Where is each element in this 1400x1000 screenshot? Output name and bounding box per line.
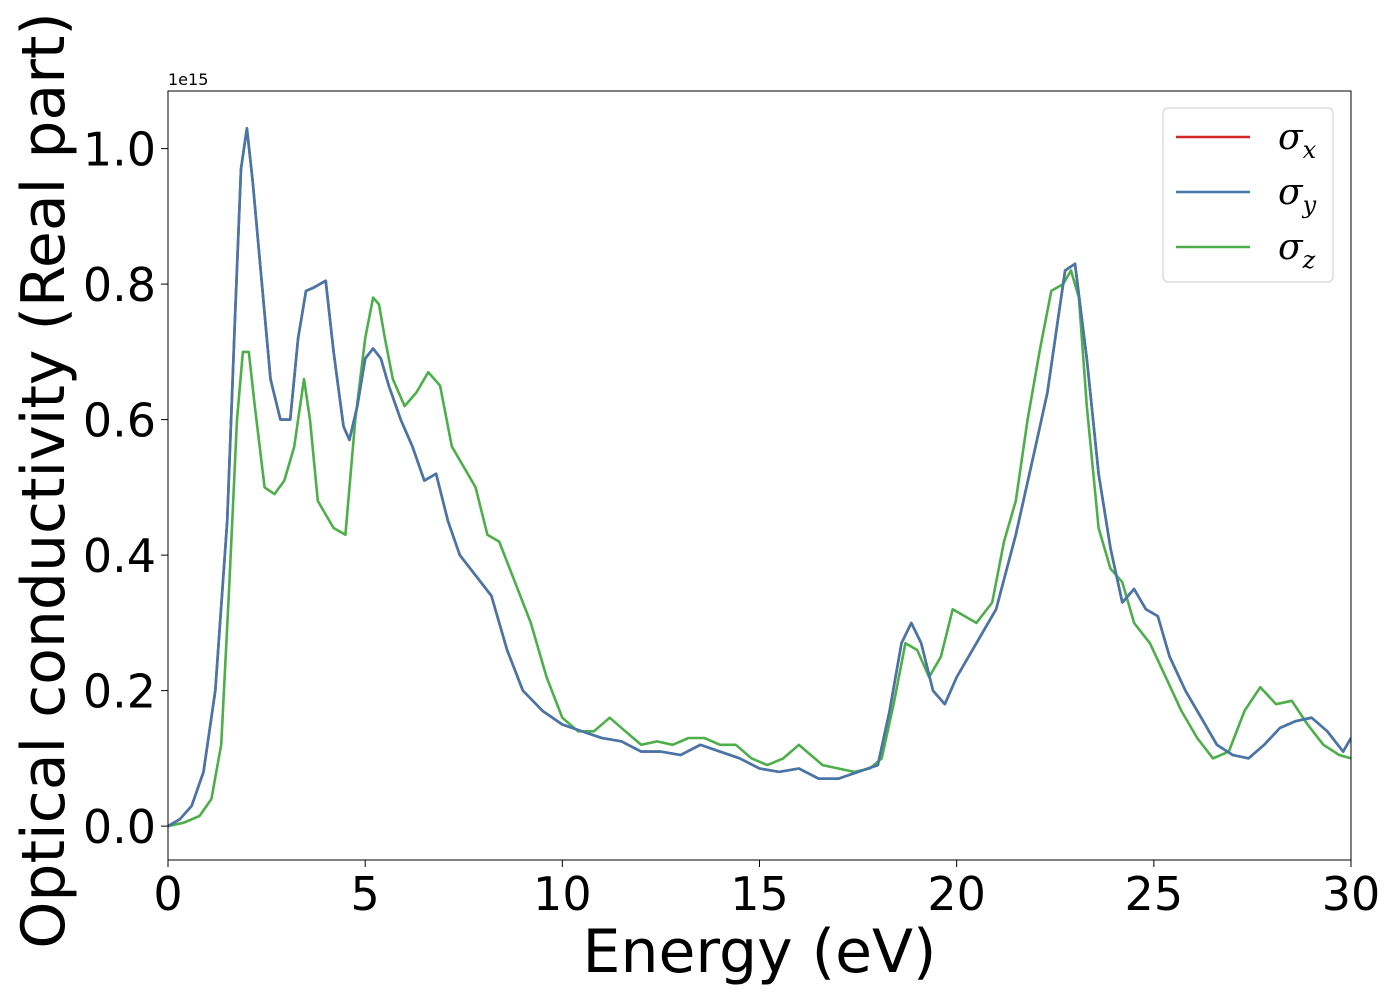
x-axis-title: Energy (eV) xyxy=(583,917,937,987)
legend-label-x: σx xyxy=(1278,117,1317,164)
y-tick-label: 0.8 xyxy=(83,258,156,312)
x-tick-label: 15 xyxy=(730,867,789,921)
x-tick-label: 5 xyxy=(351,867,380,921)
legend-box xyxy=(1162,107,1334,283)
legend-label-z: σz xyxy=(1278,227,1316,274)
legend-label-y: σy xyxy=(1278,172,1317,219)
y-tick-label: 0.0 xyxy=(83,800,156,854)
legend: σx σy σz xyxy=(1162,107,1334,283)
series-layer xyxy=(168,127,1351,828)
y-offset-label: 1e15 xyxy=(168,70,208,89)
y-tick-label: 0.6 xyxy=(83,394,156,448)
y-tick-label: 1.0 xyxy=(83,123,156,177)
series-line-y xyxy=(168,127,1351,828)
y-tick-label: 0.2 xyxy=(83,665,156,719)
y-tick-label: 0.4 xyxy=(83,529,156,583)
x-tick-label: 20 xyxy=(927,867,986,921)
x-tick-label: 30 xyxy=(1322,867,1381,921)
y-axis-title: Optical conductivity (Real part) xyxy=(9,12,79,949)
x-tick-label: 10 xyxy=(533,867,592,921)
series-line-z xyxy=(168,269,1351,828)
x-tick-label: 0 xyxy=(153,867,182,921)
x-tick-label: 25 xyxy=(1125,867,1184,921)
axis-layer: 0 5 10 15 20 25 30 0.0 0.2 0.4 0.6 0.8 1.0 xyxy=(83,123,1380,921)
